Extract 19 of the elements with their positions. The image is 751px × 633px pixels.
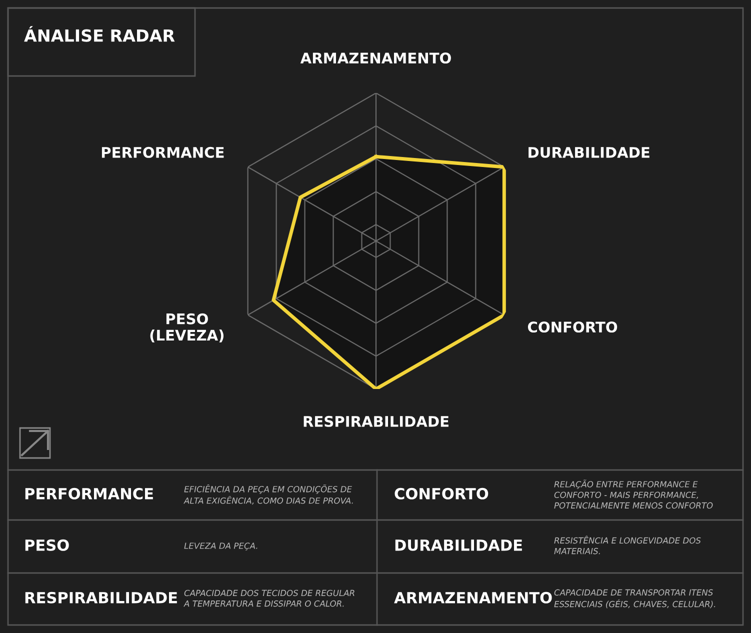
spoke-label: RESPIRABILIDADE — [304, 416, 448, 427]
text: CAPACIDADE DOS TECIDOS DE REGULAR A TEMPERATURA E DISSIPAR O CALOR. — [184, 590, 354, 607]
text: CONFORTO — [394, 488, 488, 500]
spoke-label: DURABILIDADE — [528, 147, 650, 158]
spoke-label: CONFORTO — [528, 322, 618, 333]
text: DURABILIDADE — [395, 540, 522, 551]
text: CAPACIDADE DE TRANSPORTAR ITENS ESSENCIAIS (GÉIS, CHAVES, CELULAR). — [554, 589, 716, 608]
spoke-label: PESO (LEVEZA) — [150, 313, 224, 342]
text: ARMAZENAMENTO — [394, 592, 552, 604]
text: EFICIÊNCIA DA PEÇA EM CONDIÇÕES DE ALTA EXIGÊNCIA, COMO DIAS DE PROVA. — [184, 484, 353, 505]
spoke-label: ARMAZENAMENTO — [300, 52, 451, 64]
text: LEVEZA DA PEÇA. — [184, 542, 258, 550]
text: PERFORMANCE — [25, 488, 153, 500]
text: RESISTÊNCIA E LONGEVIDADE DOS MATERIAIS. — [554, 536, 701, 554]
text: RELAÇÃO ENTRE PERFORMANCE E CONFORTO - MAIS PERFORMANCE, POTENCIALMENTE MENOS CONFORTO — [554, 480, 713, 509]
chart-title: ÁNALISE RADAR — [24, 26, 175, 42]
text: PESO — [25, 539, 69, 551]
spoke-label: PERFORMANCE — [102, 146, 224, 158]
text: RESPIRABILIDADE — [25, 592, 177, 604]
